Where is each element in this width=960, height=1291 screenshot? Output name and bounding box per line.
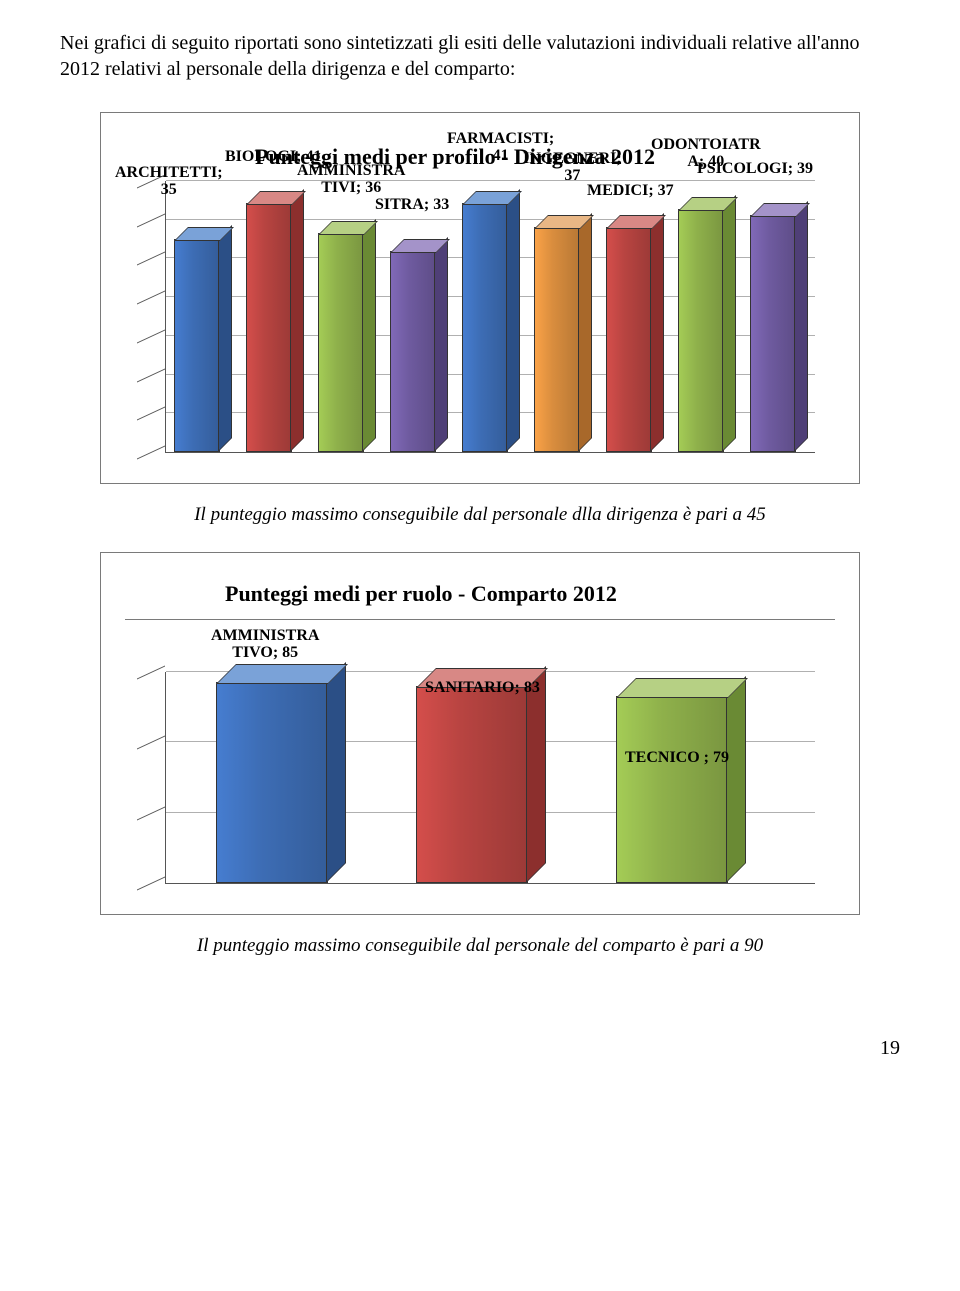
label-tecnico: TECNICO ; 79: [625, 750, 729, 767]
chart2-caption: Il punteggio massimo conseguibile dal pe…: [60, 935, 900, 957]
label-architetti: ARCHITETTI;35: [115, 165, 223, 199]
intro-text: Nei grafici di seguito riportati sono si…: [60, 30, 900, 82]
label-medici: MEDICI; 37: [587, 183, 674, 200]
label-sitra: SITRA; 33: [375, 197, 449, 214]
label-sanitario: SANITARIO; 83: [425, 680, 540, 697]
label-amministrativo: AMMINISTRATIVO; 85: [211, 628, 319, 662]
chart-1: Punteggi medi per profilo - Dirigenza 20…: [100, 112, 860, 484]
chart-2: Punteggi medi per ruolo - Comparto 2012 …: [100, 552, 860, 915]
label-psicologi: PSICOLOGI; 39: [697, 161, 813, 178]
chart1-title: Punteggi medi per profilo - Dirigenza 20…: [255, 144, 655, 170]
chart2-title: Punteggi medi per ruolo - Comparto 2012: [225, 581, 835, 607]
chart1-caption: Il punteggio massimo conseguibile dal pe…: [60, 504, 900, 526]
page-number: 19: [60, 1037, 900, 1060]
